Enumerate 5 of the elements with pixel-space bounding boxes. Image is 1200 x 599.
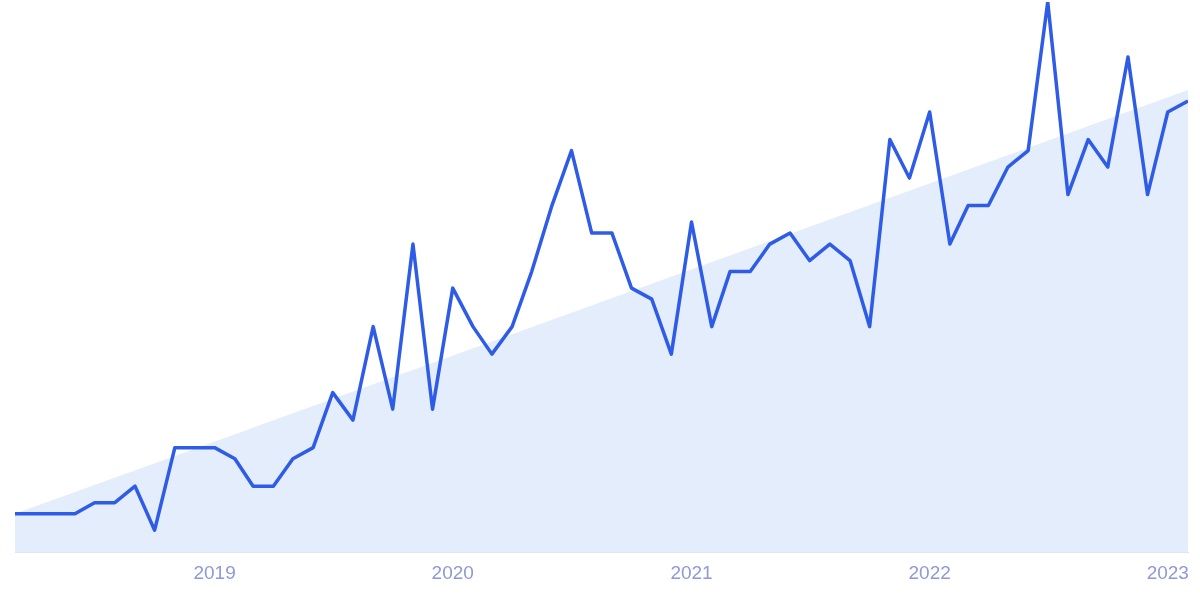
x-tick-label: 2020 [431, 561, 474, 583]
x-tick-label: 2019 [193, 561, 236, 583]
x-tick-label: 2021 [670, 561, 713, 583]
x-tick-label: 2022 [908, 561, 951, 583]
x-tick-label: 2023 [1146, 561, 1189, 583]
